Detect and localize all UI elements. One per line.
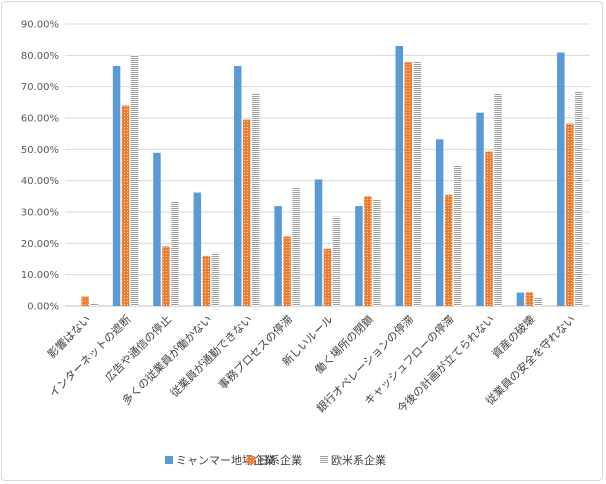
bar-1-13 [557,52,565,306]
bar-1-9 [395,45,404,306]
bar-2-13 [566,123,574,306]
bar-2-2 [121,105,130,306]
y-tick-label: 30.00% [21,208,59,219]
bar-2-10 [444,194,453,306]
bar-3-8 [373,199,381,306]
bar-3-11 [494,93,502,306]
bar-1-2 [112,65,121,306]
legend-label: 欧米系企業 [331,453,386,467]
bar-1-5 [233,65,242,306]
y-tick-label: 80.00% [21,51,59,62]
category-label: 広告や通信の停止 [102,312,174,384]
legend-swatch [247,456,255,464]
legend-swatch [320,456,328,464]
bar-2-7 [323,248,332,306]
bar-3-10 [453,165,462,306]
y-tick-label: 90.00% [21,20,59,31]
y-tick-label: 0.00% [27,302,59,313]
gridlines [65,23,590,307]
bar-3-4 [211,252,220,306]
bar-2-8 [364,196,372,306]
bar-1-12 [516,292,525,306]
bar-2-1 [81,296,89,306]
bar-3-1 [90,303,98,306]
bar-1-7 [314,179,323,306]
bar-3-13 [575,91,583,306]
bar-2-3 [162,246,170,306]
bar-3-3 [171,201,179,306]
bar-3-9 [413,61,422,306]
y-tick-label: 20.00% [21,239,59,250]
bars [81,45,583,307]
x-axis-category-labels: 影響はないインターネットの遮断広告や通信の停止多くの従業員が働かない従業員が通勤… [45,312,578,415]
bar-3-6 [292,186,300,306]
bar-2-11 [485,151,493,306]
legend-label: 日系企業 [258,453,302,467]
y-tick-label: 50.00% [21,145,59,156]
bar-1-3 [153,152,161,306]
bar-3-7 [332,216,341,306]
y-tick-label: 60.00% [21,114,59,125]
y-axis-tick-labels: 0.00% 10.00% 20.00% 30.00% 40.00% 50.00% 60.00… [21,20,59,313]
bar-1-4 [193,192,202,306]
bar-1-10 [435,139,444,306]
bar-2-6 [283,236,291,306]
bar-2-4 [202,255,211,306]
bar-2-5 [242,119,251,306]
y-tick-label: 40.00% [21,176,59,187]
bar-3-5 [251,93,260,306]
bar-3-12 [534,298,543,306]
y-tick-label: 10.00% [21,270,59,281]
bar-1-8 [355,206,363,306]
bar-1-6 [274,206,282,306]
bar-2-12 [525,292,534,306]
bar-3-2 [130,55,139,307]
y-tick-label: 70.00% [21,82,59,93]
legend-swatch [165,456,173,464]
bar-2-9 [404,62,413,306]
bar-1-11 [476,112,484,306]
category-label: 事務プロセスの停滞 [215,312,295,392]
